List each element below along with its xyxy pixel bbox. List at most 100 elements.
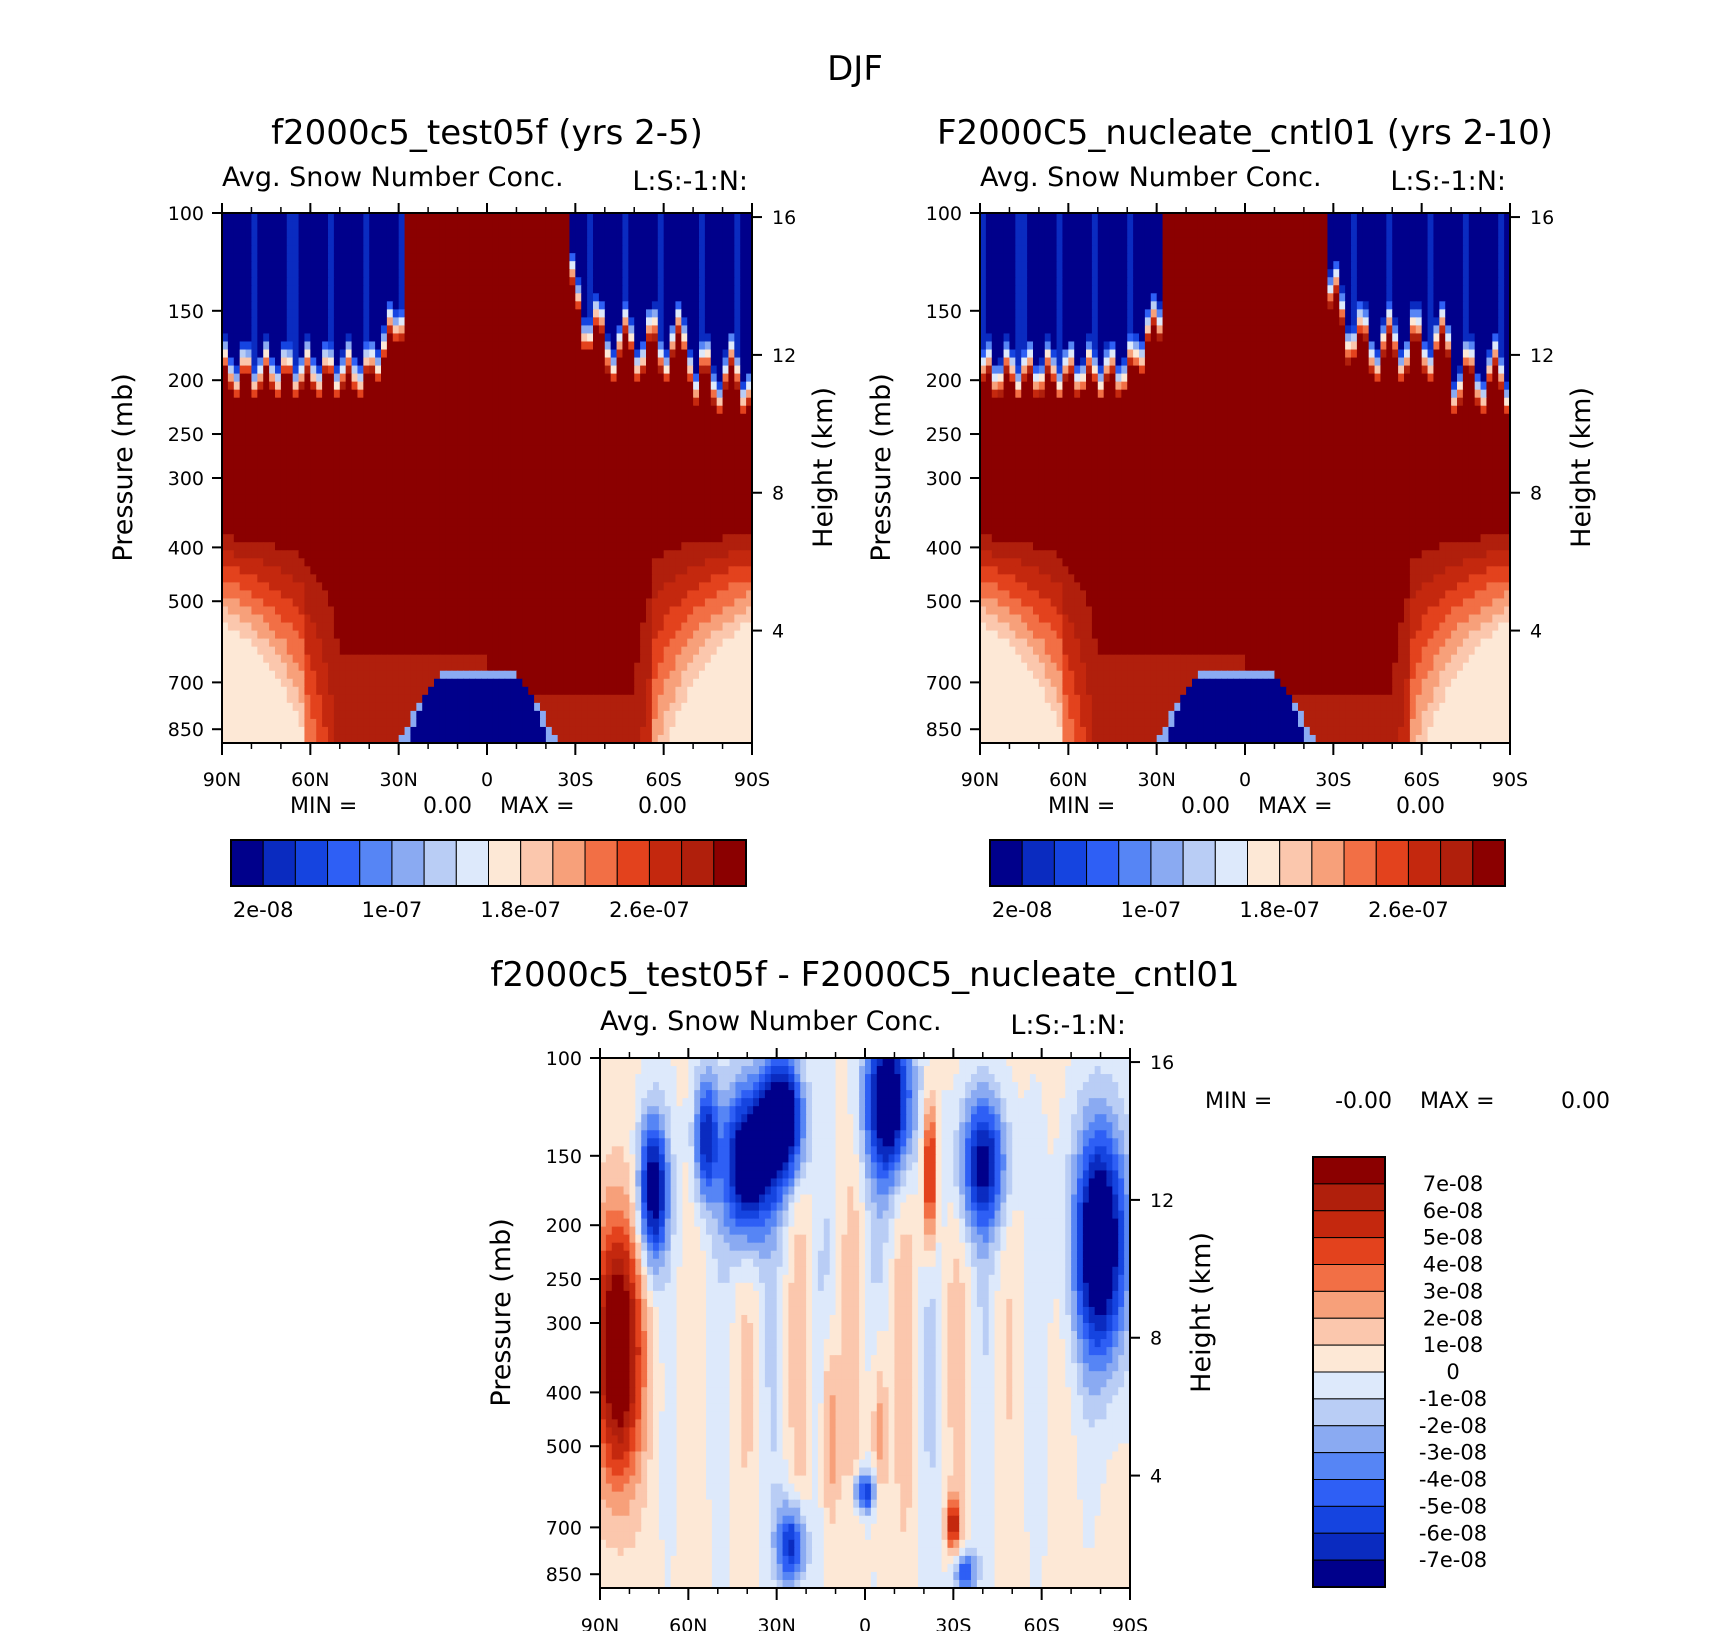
heatmap-cell <box>234 229 240 238</box>
heatmap-cell <box>581 269 587 278</box>
heatmap-cell <box>363 390 369 399</box>
heatmap-cell <box>575 341 581 350</box>
heatmap-cell <box>687 414 693 423</box>
heatmap-cell <box>234 341 240 350</box>
heatmap-cell <box>540 430 546 439</box>
heatmap-cell <box>251 245 257 254</box>
heatmap-cell <box>522 430 528 439</box>
heatmap-cell <box>675 430 681 439</box>
heatmap-cell <box>622 341 628 350</box>
heatmap-cell <box>723 341 729 350</box>
heatmap-cell <box>416 301 422 310</box>
heatmap-cell <box>628 317 634 326</box>
heatmap-cell <box>393 229 399 238</box>
heatmap-cell <box>705 430 711 439</box>
heatmap-cell <box>387 213 393 222</box>
heatmap-cell <box>387 350 393 359</box>
heatmap-cell <box>658 245 664 254</box>
heatmap-cell <box>251 366 257 375</box>
heatmap-cell <box>693 366 699 375</box>
heatmap-cell <box>534 446 540 455</box>
heatmap-cell <box>481 325 487 334</box>
heatmap-cell <box>328 229 334 238</box>
heatmap-cell <box>487 285 493 294</box>
heatmap-cell <box>664 333 670 342</box>
heatmap-cell <box>405 301 411 310</box>
heatmap-cell <box>375 301 381 310</box>
heatmap-cell <box>458 237 464 246</box>
heatmap-cell <box>640 213 646 222</box>
heatmap-cell <box>575 237 581 246</box>
heatmap-cell <box>246 333 252 342</box>
heatmap-cell <box>458 229 464 238</box>
heatmap-cell <box>675 229 681 238</box>
heatmap-cell <box>322 229 328 238</box>
heatmap-cell <box>369 229 375 238</box>
heatmap-cell <box>699 237 705 246</box>
heatmap-cell <box>670 261 676 270</box>
heatmap-cell <box>540 382 546 391</box>
heatmap-cell <box>670 406 676 415</box>
heatmap-cell <box>617 285 623 294</box>
heatmap-cell <box>634 390 640 399</box>
heatmap-cell <box>422 253 428 262</box>
heatmap-cell <box>711 261 717 270</box>
heatmap-cell <box>628 406 634 415</box>
heatmap-cell <box>375 333 381 342</box>
heatmap-cell <box>528 293 534 302</box>
heatmap-cell <box>693 406 699 415</box>
heatmap-cell <box>687 325 693 334</box>
heatmap-cell <box>340 237 346 246</box>
heatmap-cell <box>711 269 717 278</box>
heatmap-cell <box>646 253 652 262</box>
heatmap-cell <box>293 317 299 326</box>
heatmap-cell <box>575 325 581 334</box>
heatmap-cell <box>681 317 687 326</box>
heatmap-cell <box>340 374 346 383</box>
heatmap-cell <box>399 269 405 278</box>
heatmap-cell <box>522 406 528 415</box>
heatmap-cell <box>723 269 729 278</box>
heatmap-cell <box>234 333 240 342</box>
heatmap-cell <box>528 237 534 246</box>
heatmap-cell <box>481 454 487 463</box>
heatmap-cell <box>263 213 269 222</box>
heatmap-cell <box>410 422 416 431</box>
heatmap-cell <box>628 277 634 286</box>
heatmap-cell <box>310 446 316 455</box>
heatmap-cell <box>293 237 299 246</box>
heatmap-cell <box>599 382 605 391</box>
heatmap-cell <box>422 309 428 318</box>
heatmap-cell <box>681 285 687 294</box>
heatmap-cell <box>399 406 405 415</box>
heatmap-cell <box>581 341 587 350</box>
heatmap-cell <box>552 229 558 238</box>
heatmap-cell <box>428 261 434 270</box>
heatmap-cell <box>440 277 446 286</box>
heatmap-cell <box>540 350 546 359</box>
heatmap-cell <box>693 253 699 262</box>
heatmap-cell <box>728 446 734 455</box>
heatmap-cell <box>405 237 411 246</box>
heatmap-cell <box>581 261 587 270</box>
heatmap-cell <box>381 414 387 423</box>
heatmap-cell <box>228 454 234 463</box>
heatmap-cell <box>569 398 575 407</box>
heatmap-cell <box>670 253 676 262</box>
heatmap-cell <box>399 221 405 230</box>
heatmap-cell <box>281 245 287 254</box>
heatmap-cell <box>728 261 734 270</box>
heatmap-cell <box>263 382 269 391</box>
heatmap-cell <box>652 269 658 278</box>
heatmap-cell <box>269 350 275 359</box>
heatmap-cell <box>581 325 587 334</box>
heatmap-cell <box>387 285 393 294</box>
heatmap-cell <box>699 277 705 286</box>
heatmap-cell <box>569 245 575 254</box>
heatmap-cell <box>540 341 546 350</box>
heatmap-cell <box>352 358 358 367</box>
heatmap-cell <box>587 221 593 230</box>
figure-title: DJF <box>827 49 883 89</box>
heatmap-cell <box>705 237 711 246</box>
heatmap-cell <box>599 285 605 294</box>
